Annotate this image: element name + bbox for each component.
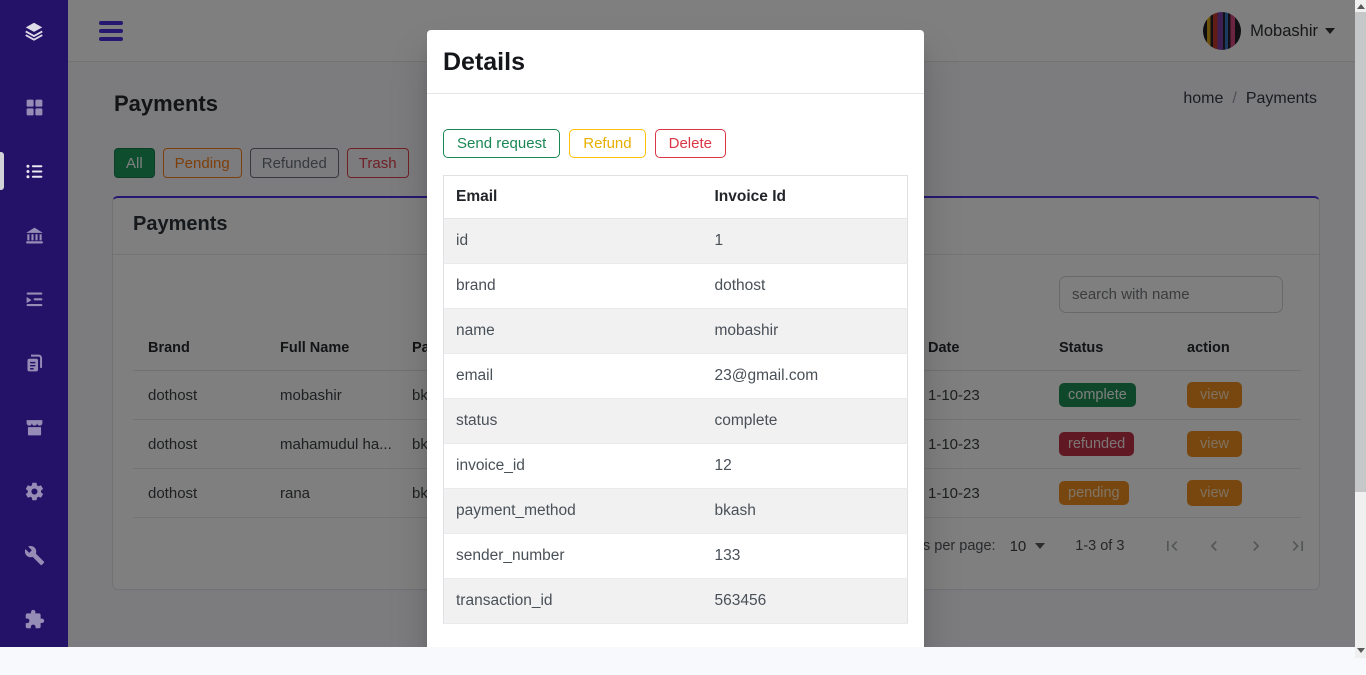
detail-label: sender_number [443,533,703,579]
details-modal: Details Send request Refund Delete Email… [427,30,924,647]
details-row: email 23@gmail.com [443,353,908,399]
details-row: payment_method bkash [443,488,908,534]
modal-header: Details [427,30,924,94]
browser-scrollbar[interactable] [1355,0,1366,658]
sidebar-item-dashboard[interactable] [0,75,68,139]
storefront-icon [26,419,42,435]
bank-icon [25,227,43,243]
dashboard-grid-icon [26,99,42,115]
detail-value: complete [702,398,908,444]
gear-icon [25,482,43,500]
sidebar-item-payments-list[interactable] [0,139,68,203]
details-col-email: Email [443,175,703,219]
modal-body: Send request Refund Delete Email Invoice… [427,94,924,640]
sidebar-item-documents[interactable] [0,331,68,395]
detail-value: bkash [702,488,908,534]
refund-button[interactable]: Refund [569,129,646,158]
sidebar-item-storefront[interactable] [0,395,68,459]
wrench-icon [24,545,44,565]
details-row: sender_number 133 [443,533,908,579]
detail-value: 133 [702,533,908,579]
detail-label: transaction_id [443,578,703,624]
sidebar-item-tools[interactable] [0,523,68,587]
sidebar-item-plugins[interactable] [0,587,68,647]
detail-value: dothost [702,263,908,309]
scroll-up-arrow-icon[interactable] [1355,0,1366,12]
list-icon [25,164,42,178]
detail-value: 563456 [702,578,908,624]
detail-label: status [443,398,703,444]
sidebar-item-settings[interactable] [0,459,68,523]
details-header-row: Email Invoice Id [443,175,908,219]
send-request-button[interactable]: Send request [443,129,561,158]
playlist-icon [26,292,42,306]
detail-label: email [443,353,703,399]
modal-actions: Send request Refund Delete [443,129,908,158]
detail-label: name [443,308,703,354]
details-col-invoice-id: Invoice Id [702,175,908,219]
layers-logo-icon [25,22,43,41]
detail-value: 1 [702,218,908,264]
app-logo[interactable] [0,0,68,62]
scrollbar-thumb[interactable] [1355,12,1366,492]
details-row: transaction_id 563456 [443,578,908,624]
sidebar [0,0,68,647]
detail-label: id [443,218,703,264]
detail-value: mobashir [702,308,908,354]
puzzle-icon [25,609,44,628]
detail-label: invoice_id [443,443,703,489]
sidebar-item-bank[interactable] [0,203,68,267]
app-viewport: Mobashir Payments home / Payments All Pe… [0,0,1355,647]
details-row: invoice_id 12 [443,443,908,489]
details-row: status complete [443,398,908,444]
documents-icon [27,354,42,371]
detail-label: payment_method [443,488,703,534]
sidebar-item-playlist[interactable] [0,267,68,331]
details-row: id 1 [443,218,908,264]
details-row: brand dothost [443,263,908,309]
detail-value: 12 [702,443,908,489]
details-table: Email Invoice Id id 1 brand dothost name mo… [443,175,908,624]
scroll-down-arrow-icon[interactable] [1355,644,1366,656]
details-row: name mobashir [443,308,908,354]
detail-label: brand [443,263,703,309]
sidebar-nav [0,75,68,647]
modal-title: Details [443,48,525,76]
detail-value: 23@gmail.com [702,353,908,399]
delete-button[interactable]: Delete [654,129,726,158]
